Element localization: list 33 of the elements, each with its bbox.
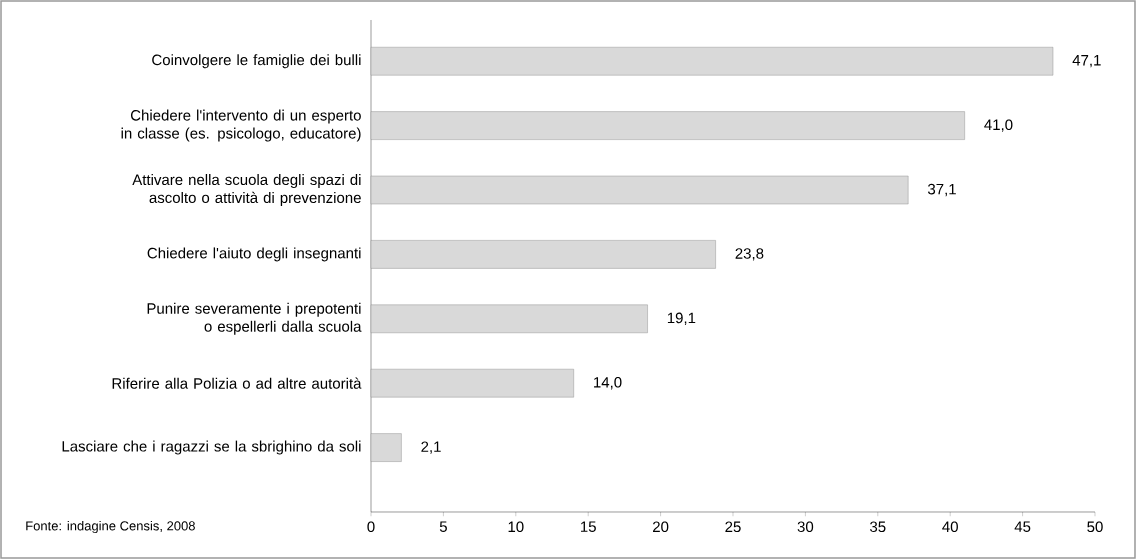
x-tick-label: 25: [725, 521, 741, 533]
bar: [370, 111, 965, 140]
x-tick-label: 30: [797, 521, 814, 533]
data-label: 41,0: [984, 119, 1013, 132]
bar: [370, 175, 909, 205]
x-tick-label: 50: [1087, 521, 1103, 533]
y-tick-label: Lasciare che i ragazzi se la sbrighino da soli: [62, 440, 361, 455]
x-tick-label: 15: [581, 521, 596, 532]
x-tick-label: 20: [653, 521, 669, 533]
x-tick-label: 45: [1014, 521, 1031, 532]
y-tick-label: Chiedere l'intervento di un esperto in classe (es. psicologo, educatore): [121, 109, 361, 142]
y-tick-label: Chiedere l'aiuto degli insegnanti: [147, 247, 361, 262]
data-label: 14,0: [594, 377, 622, 390]
x-tick-label: 0: [367, 521, 375, 533]
x-tick-label: 5: [439, 521, 447, 532]
bar: [370, 304, 648, 333]
data-label: 37,1: [927, 183, 956, 197]
y-tick-label: Coinvolgere le famiglie dei bulli: [152, 54, 361, 69]
data-label: 23,8: [735, 248, 764, 261]
x-tick-label: 10: [508, 521, 524, 533]
y-tick-label: Attivare nella scuola degli spazi di ascolto o attività di prevenzione: [132, 174, 361, 206]
y-tick-label: Punire severamente i prepotenti o espellerli dalla scuola: [147, 302, 362, 335]
source-note: Fonte: indagine Censis, 2008: [26, 520, 195, 534]
data-label: 47,1: [1072, 55, 1101, 68]
bar: [370, 240, 716, 269]
x-tick-label: 35: [870, 521, 886, 533]
bar: [370, 433, 402, 462]
data-label: 2,1: [421, 441, 441, 454]
x-tick-label: 40: [942, 521, 958, 533]
y-tick-label: Riferire alla Polizia o ad altre autorità: [112, 377, 362, 389]
data-label: 19,1: [667, 312, 696, 325]
bar: [370, 369, 574, 398]
bar: [370, 47, 1054, 76]
